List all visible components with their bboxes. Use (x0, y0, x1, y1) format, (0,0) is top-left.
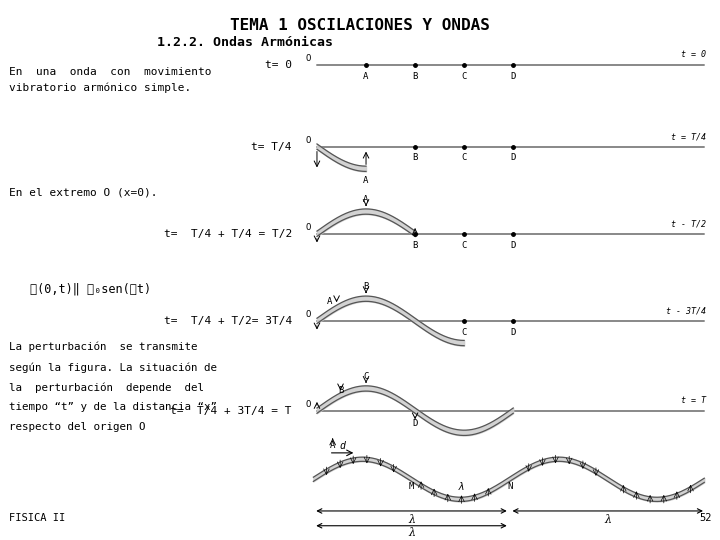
Text: d: d (340, 441, 346, 451)
Text: B: B (413, 153, 418, 163)
Text: t = T: t = T (681, 396, 706, 406)
Text: t= 0: t= 0 (265, 60, 292, 70)
Text: C: C (462, 153, 467, 163)
Text: C: C (462, 328, 467, 337)
Text: En el extremo O (x=0).: En el extremo O (x=0). (9, 187, 157, 197)
Text: t = T/4: t = T/4 (672, 132, 706, 141)
Text: λ: λ (408, 515, 415, 525)
Text: O: O (306, 136, 311, 145)
Text: 1.2.2. Ondas Armónicas: 1.2.2. Ondas Armónicas (157, 36, 333, 49)
Text: D: D (510, 72, 516, 80)
Text: t=  T/4 + T/2= 3T/4: t= T/4 + T/2= 3T/4 (163, 316, 292, 326)
Text: D: D (510, 241, 516, 249)
Text: C: C (462, 241, 467, 249)
Text: O: O (306, 310, 311, 319)
Text: O: O (306, 400, 311, 409)
Text: A: A (330, 441, 336, 450)
Text: B: B (338, 386, 343, 395)
Text: A: A (364, 195, 369, 204)
Text: la  perturbación  depende  del: la perturbación depende del (9, 382, 204, 393)
Text: B: B (413, 241, 418, 249)
Text: t=  T/4 + T/4 = T/2: t= T/4 + T/4 = T/2 (163, 229, 292, 239)
Text: λ: λ (408, 528, 415, 538)
Text: t - 3T/4: t - 3T/4 (667, 307, 706, 315)
Text: 52: 52 (699, 513, 711, 523)
Text: según la figura. La situación de: según la figura. La situación de (9, 362, 217, 373)
Text: t= T/4: t= T/4 (251, 141, 292, 152)
Text: D: D (510, 328, 516, 337)
Text: t - T/2: t - T/2 (672, 219, 706, 228)
Text: respecto del origen O: respecto del origen O (9, 422, 145, 432)
Text: En  una  onda  con  movimiento
vibratorio armónico simple.: En una onda con movimiento vibratorio ar… (9, 68, 211, 93)
Text: TEMA 1 OSCILACIONES Y ONDAS: TEMA 1 OSCILACIONES Y ONDAS (230, 18, 490, 33)
Text: ℓ(0,t)‖ ℓ₀sen(ℓt): ℓ(0,t)‖ ℓ₀sen(ℓt) (30, 282, 151, 295)
Text: t = 0: t = 0 (681, 50, 706, 59)
Text: D: D (510, 153, 516, 163)
Text: O: O (306, 223, 311, 232)
Text: A: A (327, 297, 332, 306)
Text: N: N (507, 482, 513, 491)
Text: C: C (462, 72, 467, 80)
Text: FISICA II: FISICA II (9, 513, 65, 523)
Text: La perturbación  se transmite: La perturbación se transmite (9, 342, 197, 353)
Text: D: D (413, 418, 418, 428)
Text: A: A (364, 176, 369, 185)
Text: A: A (364, 72, 369, 80)
Text: C: C (364, 372, 369, 381)
Text: λ: λ (604, 515, 611, 525)
Text: O: O (306, 54, 311, 63)
Text: tiempo “t” y de la distancia “x”: tiempo “t” y de la distancia “x” (9, 402, 217, 412)
Text: M: M (409, 482, 414, 491)
Text: t=  T/4 + 3T/4 = T: t= T/4 + 3T/4 = T (171, 406, 292, 416)
Text: B: B (413, 72, 418, 80)
Text: λ: λ (458, 482, 464, 492)
Text: B: B (364, 282, 369, 291)
